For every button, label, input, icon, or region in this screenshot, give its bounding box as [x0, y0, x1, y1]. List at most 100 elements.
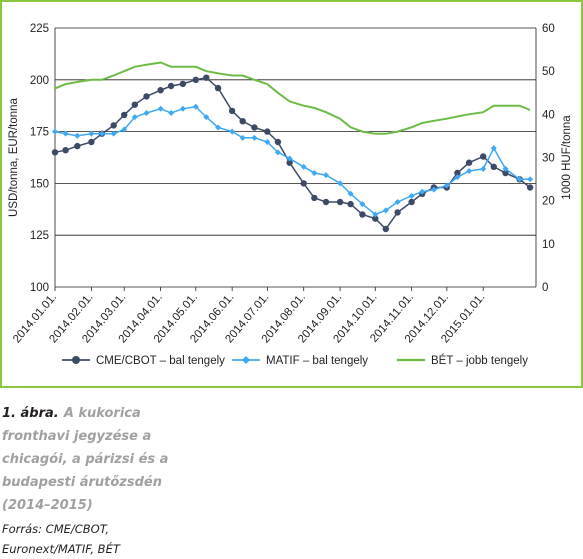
data-point-cme: [480, 153, 487, 160]
data-point-matif: [274, 149, 281, 156]
data-point-matif: [300, 163, 307, 170]
data-point-cme: [264, 128, 271, 135]
data-point-cme: [408, 198, 415, 206]
caption-source: Forrás: CME/CBOT, Euronext/MATIF, BÉT: [2, 522, 120, 556]
data-point-matif: [347, 190, 354, 197]
data-point-cme: [490, 163, 497, 170]
y-right-tick-label: 30: [542, 153, 555, 165]
data-point-cme: [286, 159, 293, 166]
data-point-matif: [337, 180, 344, 187]
data-point-matif: [430, 186, 437, 193]
y-left-tick-label: 175: [30, 127, 49, 139]
y-left-tick-label: 225: [30, 23, 49, 35]
data-point-cme: [322, 198, 330, 206]
y-right-tick-label: 10: [542, 239, 555, 251]
data-point-cme: [382, 225, 389, 233]
data-point-matif: [419, 188, 426, 195]
data-point-cme: [502, 169, 509, 177]
data-point-matif: [454, 174, 461, 181]
data-point-cme: [311, 194, 318, 202]
data-point-cme: [394, 209, 401, 216]
data-point-cme: [372, 215, 379, 222]
data-point-cme: [214, 84, 222, 92]
data-point-cme: [88, 138, 95, 146]
data-point-cme: [251, 124, 258, 131]
y-left-tick-label: 200: [30, 75, 49, 87]
data-point-matif: [443, 182, 450, 189]
data-point-matif: [98, 130, 105, 137]
data-point-cme: [300, 180, 307, 187]
data-point-matif: [239, 134, 246, 141]
data-point-cme: [179, 80, 187, 88]
data-point-matif: [286, 155, 293, 162]
data-point-matif: [131, 114, 138, 121]
data-point-cme: [62, 147, 69, 154]
data-point-matif: [179, 105, 186, 112]
data-point-matif: [74, 132, 81, 139]
data-point-cme: [526, 184, 534, 191]
data-point-matif: [516, 176, 523, 183]
data-point-cme: [131, 101, 138, 108]
y-left-tick-label: 150: [30, 178, 49, 190]
data-point-cme: [454, 169, 461, 177]
data-point-matif: [52, 128, 58, 135]
data-point-cme: [228, 107, 236, 115]
legend-marker: [72, 356, 80, 364]
data-point-matif: [62, 130, 69, 137]
legend-label: CME/CBOT – bal tengely: [96, 355, 225, 367]
y-right-tick-label: 40: [542, 109, 555, 121]
figure-caption: 1. ábra. A kukorica fronthavi jegyzése a…: [2, 402, 202, 559]
legend-label: BÉT – jobb tengely: [431, 354, 528, 367]
chart-frame: [0, 0, 583, 388]
data-point-matif: [168, 109, 175, 116]
series-line-0: [54, 76, 531, 231]
data-point-matif: [88, 130, 95, 137]
data-point-cme: [274, 138, 282, 146]
data-point-matif: [480, 165, 487, 172]
legend-marker: [242, 356, 250, 364]
data-point-matif: [359, 201, 366, 208]
series-line-1: [54, 105, 531, 216]
data-point-cme: [203, 74, 210, 81]
data-point-matif: [490, 145, 497, 152]
y-right-tick-label: 20: [542, 196, 555, 208]
data-point-matif: [192, 103, 199, 110]
data-point-cme: [121, 111, 128, 119]
data-point-cme: [51, 149, 59, 156]
data-point-matif: [372, 211, 379, 218]
data-point-matif: [251, 134, 258, 141]
data-point-cme: [143, 93, 150, 100]
data-point-matif: [408, 192, 415, 199]
data-point-matif: [502, 165, 509, 172]
data-point-matif: [157, 105, 164, 112]
data-point-matif: [311, 170, 318, 177]
data-point-cme: [192, 76, 199, 84]
y-left-tick-label: 100: [30, 282, 49, 294]
data-point-matif: [382, 207, 389, 214]
data-point-matif: [203, 114, 210, 121]
y-left-axis-title: USD/tonna, EUR/tonna: [8, 97, 20, 217]
data-point-cme: [465, 159, 473, 166]
data-point-cme: [239, 118, 246, 125]
caption-title: A kukorica fronthavi jegyzése a chicagói…: [2, 406, 169, 513]
data-point-matif: [143, 109, 150, 116]
data-point-cme: [347, 200, 354, 208]
series-line-2: [54, 61, 531, 135]
data-point-cme: [157, 87, 164, 94]
data-point-matif: [215, 124, 222, 131]
legend-label: MATIF – bal tengely: [266, 355, 368, 367]
y-right-tick-label: 50: [542, 66, 555, 78]
data-point-matif: [110, 130, 117, 137]
data-point-matif: [264, 138, 271, 145]
data-point-matif: [394, 199, 401, 206]
chart-svg: 10012515017520022501020304050602014.01.0…: [8, 23, 573, 367]
data-point-matif: [229, 128, 236, 135]
data-point-cme: [359, 211, 366, 218]
y-right-axis-title: 1000 HUF/tonna: [561, 115, 573, 200]
y-left-tick-label: 125: [30, 230, 49, 242]
data-point-cme: [74, 142, 81, 150]
caption-label: 1. ábra.: [2, 406, 59, 421]
data-point-matif: [527, 176, 534, 183]
data-point-cme: [167, 82, 175, 90]
data-point-matif: [121, 126, 128, 133]
